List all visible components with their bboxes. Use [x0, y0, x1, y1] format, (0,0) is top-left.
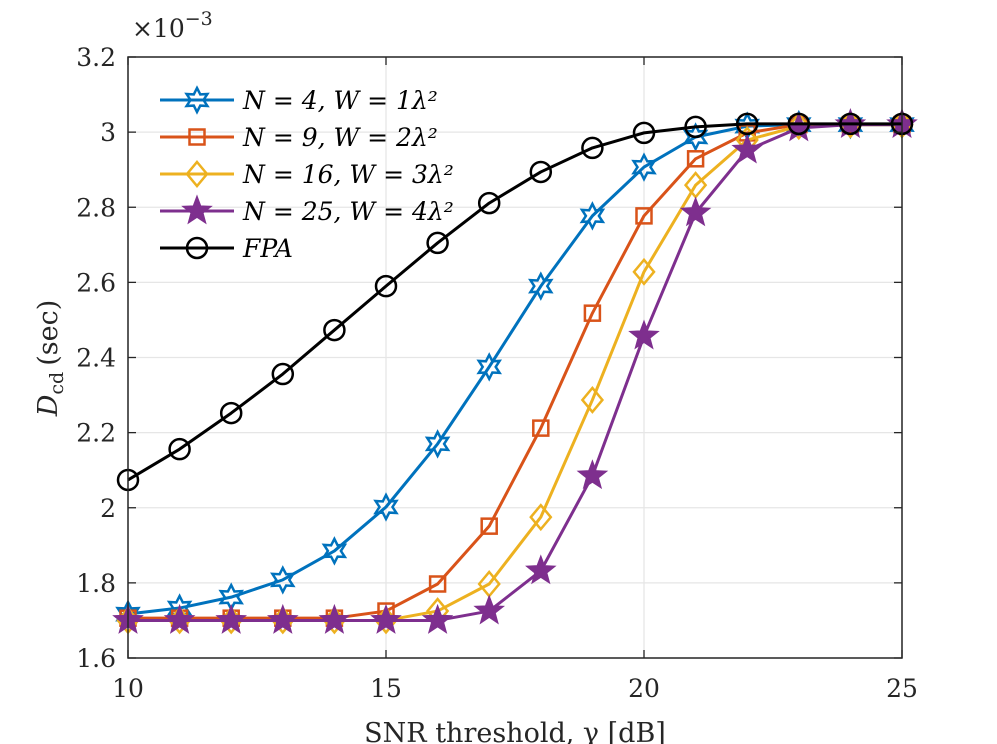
y-tick-label: 3.2	[76, 43, 116, 72]
pentagram-marker	[525, 554, 557, 585]
hexagram-marker	[476, 352, 502, 382]
hexagram-marker	[631, 152, 657, 182]
legend-item: N = 9, W = 2λ²	[160, 123, 438, 152]
square-marker	[428, 575, 447, 593]
circle-marker	[477, 191, 501, 215]
circle-marker	[374, 274, 398, 298]
legend-item: N = 4, W = 1λ²	[160, 85, 438, 115]
square-marker	[583, 304, 602, 322]
y-tick-label: 2.2	[76, 419, 116, 448]
circle-marker	[787, 112, 811, 136]
circle-marker	[271, 362, 295, 386]
legend-label: N = 4, W = 1λ²	[242, 86, 438, 115]
diamond-marker	[185, 160, 209, 188]
series-line	[127, 123, 902, 616]
circle-marker	[529, 160, 553, 184]
square-marker	[188, 128, 206, 146]
diamond-marker	[787, 112, 811, 141]
pentagram-marker	[421, 603, 454, 634]
series	[116, 112, 914, 492]
hexagram-marker	[579, 201, 606, 231]
hexagram-marker	[373, 492, 399, 522]
square-marker	[532, 419, 550, 437]
legend-item: FPA	[160, 234, 293, 263]
series	[116, 110, 914, 635]
pentagram-marker	[181, 194, 213, 225]
pentagram-marker	[163, 603, 196, 634]
square-marker	[480, 517, 498, 535]
circle-marker	[185, 236, 209, 260]
y-tick-label: 2.8	[76, 193, 116, 222]
x-tick-label: 15	[370, 674, 402, 703]
diamond-marker	[529, 503, 553, 532]
legend-label: N = 9, W = 2λ²	[242, 123, 438, 152]
pentagram-marker	[318, 603, 351, 634]
pentagram-marker	[628, 319, 660, 350]
pentagram-marker	[731, 133, 763, 164]
hexagram-marker	[270, 565, 296, 595]
axes	[127, 56, 903, 659]
legend-label: N = 25, W = 4λ²	[242, 197, 454, 226]
legend-item: N = 25, W = 4λ²	[160, 194, 454, 226]
y-tick-label: 2.6	[76, 268, 116, 297]
x-tick-label: 20	[628, 674, 660, 703]
x-axis-label: SNR threshold, γ [dB]	[364, 718, 666, 744]
pentagram-marker	[370, 603, 402, 634]
series-line	[128, 123, 902, 622]
pentagram-marker	[473, 594, 506, 625]
legend-label: N = 16, W = 3λ²	[242, 160, 454, 189]
circle-marker	[426, 231, 449, 255]
pentagram-marker	[215, 603, 248, 634]
hexagram-marker	[424, 429, 451, 459]
y-tick-label: 2.4	[76, 344, 116, 373]
circle-marker	[684, 115, 707, 139]
y-tick-label: 1.8	[76, 569, 116, 598]
diamond-marker	[580, 385, 605, 414]
hexagram-marker	[184, 85, 210, 115]
pentagram-marker	[576, 459, 609, 490]
circle-marker	[219, 401, 243, 425]
plot-frame	[127, 56, 903, 659]
legend-item: N = 16, W = 3λ²	[160, 160, 454, 189]
y-tick-label: 1.6	[76, 644, 116, 673]
series-line	[127, 122, 902, 482]
circle-marker	[735, 112, 759, 136]
square-marker	[635, 207, 653, 225]
pentagram-marker	[266, 603, 299, 634]
tick-labels: 10 15 20 25 1.6 1.8 2 2.2 2.4 2.6 2.8 3 3.2	[76, 43, 918, 703]
circle-marker	[323, 318, 346, 342]
circle-marker	[839, 112, 862, 136]
y-exponent-label: ×10−3	[132, 8, 213, 43]
series-line	[128, 123, 902, 620]
square-marker	[686, 150, 705, 168]
circle-marker	[632, 121, 656, 145]
legend-label: FPA	[242, 234, 293, 263]
series-lines	[112, 108, 918, 635]
diamond-marker	[632, 257, 656, 286]
y-axis-label: Dcd(sec)	[33, 300, 68, 418]
x-tick-label: 25	[886, 674, 918, 703]
circle-marker	[168, 437, 191, 461]
circle-marker	[581, 136, 604, 160]
series	[112, 108, 918, 634]
y-tick-label: 2	[100, 494, 116, 523]
hexagram-marker	[321, 536, 348, 566]
x-tick-label: 10	[112, 674, 144, 703]
legend: N = 4, W = 1λ² N = 9, W = 2λ² N = 16, W = …	[160, 85, 454, 263]
pentagram-marker	[679, 196, 712, 227]
y-tick-label: 3	[100, 118, 116, 147]
hexagram-marker	[528, 271, 554, 301]
